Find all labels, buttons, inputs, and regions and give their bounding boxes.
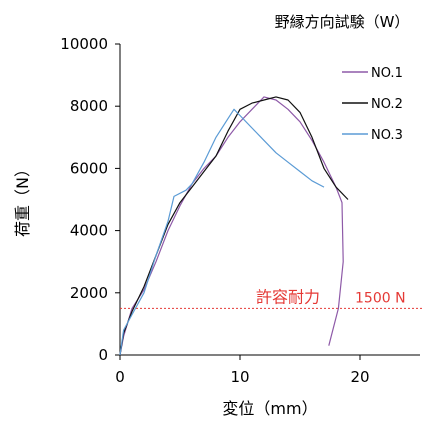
plot-area: 0 2000 4000 6000 8000 10000 0 10 20 許容耐力 1500 N — [60, 35, 422, 386]
x-tick-label: 0 — [115, 368, 125, 386]
series-line-no2 — [119, 96, 349, 356]
y-tick-label: 0 — [98, 346, 108, 364]
y-tick-label: 8000 — [70, 97, 108, 115]
x-tick-label: 10 — [230, 368, 249, 386]
y-tick-label: 6000 — [70, 159, 108, 177]
y-tick-label: 4000 — [70, 222, 108, 240]
y-axis-label: 荷重（N） — [13, 161, 32, 237]
legend-label: NO.2 — [371, 97, 403, 112]
legend-label: NO.3 — [371, 128, 403, 143]
series-line-no1 — [119, 96, 344, 356]
allowable-load-label: 許容耐力 — [256, 287, 320, 306]
allowable-load-value: 1500 N — [355, 290, 406, 306]
x-axis-label: 変位（mm） — [222, 399, 317, 418]
series-line-no3 — [119, 108, 325, 356]
y-tick-label: 10000 — [60, 35, 108, 53]
chart-title: 野縁方向試験（W） — [275, 13, 410, 31]
x-tick-label: 20 — [350, 368, 369, 386]
legend-label: NO.1 — [371, 66, 403, 81]
y-tick-label: 2000 — [70, 284, 108, 302]
legend: NO.1 NO.2 NO.3 — [342, 66, 403, 143]
